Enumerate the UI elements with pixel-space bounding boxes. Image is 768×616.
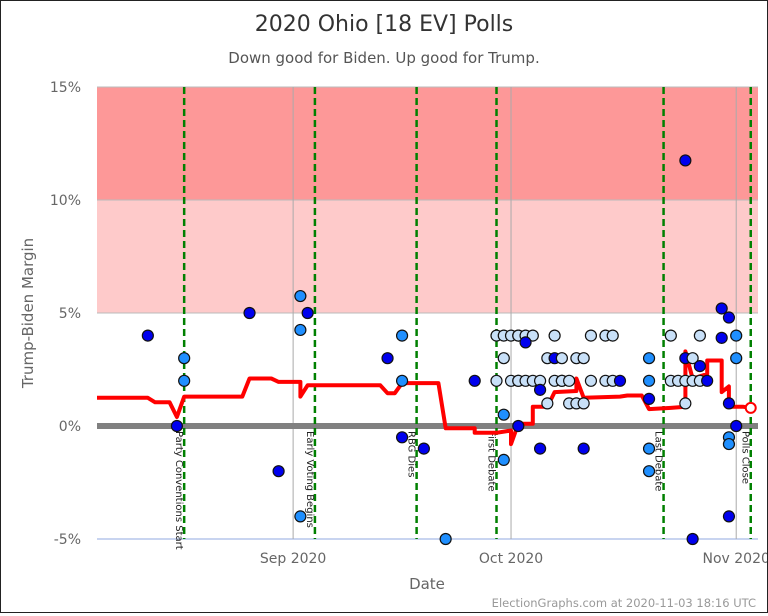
event-label: First Debate — [486, 431, 497, 492]
margin-band — [97, 87, 758, 200]
poll-point — [490, 374, 503, 387]
poll-point — [497, 352, 510, 365]
event-label: Early Voting Begins — [304, 431, 315, 528]
poll-point — [642, 392, 656, 405]
y-tick-label: 0% — [59, 419, 81, 435]
poll-point — [730, 419, 743, 433]
poll-point — [679, 154, 692, 167]
chart-subtitle: Down good for Biden. Up good for Trump. — [228, 49, 539, 67]
poll-point — [730, 329, 743, 342]
y-tick-label: 10% — [50, 193, 81, 209]
poll-point — [722, 397, 736, 410]
poll-point — [664, 329, 677, 342]
poll-point — [294, 289, 307, 303]
poll-point — [606, 329, 619, 342]
poll-point — [722, 437, 736, 451]
margin-band — [97, 200, 758, 313]
poll-point — [613, 374, 627, 387]
chart-title: 2020 Ohio [18 EV] Polls — [255, 12, 514, 37]
event-label: RBG Dies — [406, 431, 417, 477]
poll-point — [730, 352, 743, 365]
poll-point — [642, 352, 656, 365]
y-tick-label: -5% — [54, 532, 81, 548]
poll-point — [301, 306, 314, 320]
poll-point — [512, 419, 525, 433]
poll-point — [243, 306, 256, 320]
x-tick-label: Nov 2020 — [703, 551, 767, 567]
x-axis-label: Date — [409, 575, 445, 593]
x-tick-label: Sep 2020 — [260, 551, 326, 567]
poll-point — [642, 465, 656, 478]
poll-point — [178, 352, 191, 365]
poll-point — [584, 374, 598, 387]
poll-point — [701, 374, 714, 387]
current-average-marker — [744, 401, 757, 414]
poll-point — [722, 311, 736, 324]
poll-point — [178, 374, 191, 387]
poll-point — [395, 431, 409, 444]
poll-point — [577, 352, 590, 365]
event-label: Party Conventions Start — [173, 431, 184, 550]
poll-point — [272, 465, 285, 478]
poll-point — [548, 329, 561, 342]
poll-point — [294, 510, 307, 523]
poll-point — [439, 532, 452, 546]
poll-point — [577, 397, 590, 410]
poll-point — [468, 374, 481, 387]
poll-point — [686, 352, 699, 365]
event-label: Polls Close — [740, 431, 751, 484]
y-tick-label: 5% — [59, 306, 81, 322]
poll-point — [381, 352, 394, 365]
poll-point — [642, 442, 656, 455]
poll-point — [679, 397, 692, 410]
poll-point — [555, 352, 568, 365]
poll-point — [577, 442, 590, 455]
poll-point — [141, 329, 154, 342]
poll-point — [170, 419, 184, 433]
poll-point — [497, 453, 510, 466]
footer-credit: ElectionGraphs.com at 2020-11-03 18:16 U… — [492, 596, 756, 610]
poll-point — [294, 323, 307, 337]
poll-point — [519, 336, 532, 349]
poll-point — [642, 374, 656, 387]
poll-point — [541, 397, 554, 410]
poll-point — [395, 329, 409, 342]
poll-point — [497, 408, 510, 421]
poll-point — [693, 329, 706, 342]
zero-line — [97, 423, 758, 429]
y-axis-label: Trump-Biden Margin — [19, 238, 37, 389]
poll-point — [715, 331, 728, 344]
poll-point — [715, 302, 728, 315]
poll-point — [533, 442, 547, 455]
poll-point — [686, 532, 699, 546]
y-tick-label: 15% — [50, 80, 81, 96]
poll-point — [563, 374, 576, 387]
x-tick-label: Oct 2020 — [479, 551, 543, 567]
poll-point — [722, 510, 736, 523]
poll-point — [693, 360, 706, 373]
event-label: Last Debate — [653, 431, 664, 491]
poll-point — [584, 329, 598, 342]
poll-point — [417, 442, 430, 455]
poll-point — [533, 383, 547, 396]
poll-point — [395, 374, 409, 387]
